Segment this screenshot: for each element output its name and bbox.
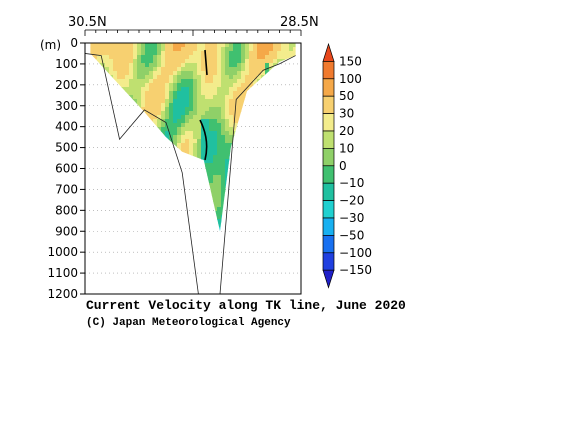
colorbar-label: −50	[339, 228, 364, 242]
colorbar-label: 30	[339, 107, 354, 121]
y-tick-label: 900	[55, 224, 78, 238]
colorbar-swatch	[322, 252, 335, 271]
y-tick-label: 100	[55, 57, 78, 71]
colorbar-swatch	[322, 61, 335, 80]
y-tick-label: 1200	[47, 287, 78, 301]
y-tick-label: 1100	[47, 266, 78, 280]
colorbar-swatch	[322, 95, 335, 114]
colorbar-swatch	[322, 235, 335, 254]
colorbar-label: 20	[339, 124, 354, 138]
y-axis: 0 100 200 300 400 500 600 700 800 900 1000 1100 1200	[47, 36, 85, 301]
credit-text: (C) Japan Meteorological Agency	[86, 317, 291, 329]
colorbar-swatch	[322, 217, 335, 236]
y-tick-label: 400	[55, 120, 78, 134]
colorbar-label: 150	[339, 54, 362, 68]
colorbar-label: 10	[339, 141, 354, 155]
colorbar-swatch	[322, 113, 335, 132]
top-axis-ticks	[84, 29, 302, 36]
colorbar-label: −100	[339, 246, 372, 260]
y-tick-label: 600	[55, 162, 78, 176]
colorbar-swatch	[322, 200, 335, 219]
y-tick-label: 700	[55, 182, 78, 196]
colorbar-label: 100	[339, 72, 362, 86]
colorbar-swatch	[322, 165, 335, 184]
lat-right-label: 28.5N	[280, 15, 319, 30]
colorbar-swatch	[322, 78, 335, 97]
chart-title: Current Velocity along TK line, June 202…	[86, 298, 406, 313]
colorbar-label: 0	[339, 159, 347, 173]
colorbar-swatch	[322, 148, 335, 167]
y-tick-label: 1000	[47, 245, 78, 259]
y-tick-label: 0	[70, 36, 78, 50]
y-tick-label: 300	[55, 99, 78, 113]
y-tick-label: 500	[55, 141, 78, 155]
colorbar-swatch	[322, 130, 335, 149]
colorbar-label: −30	[339, 211, 364, 225]
bottom-topography	[84, 53, 296, 295]
colorbar-label: −150	[339, 263, 372, 277]
colorbar-cap-top	[322, 42, 335, 62]
colorbar-label: −20	[339, 194, 364, 208]
y-axis-unit: (m)	[40, 38, 61, 52]
colorbar-label: 50	[339, 89, 354, 103]
colorbar-swatch	[322, 182, 335, 201]
lat-left-label: 30.5N	[68, 15, 107, 30]
colorbar-cap-bottom	[322, 269, 335, 289]
colorbar-label: −10	[339, 176, 364, 190]
y-tick-label: 800	[55, 203, 78, 217]
y-tick-label: 200	[55, 78, 78, 92]
